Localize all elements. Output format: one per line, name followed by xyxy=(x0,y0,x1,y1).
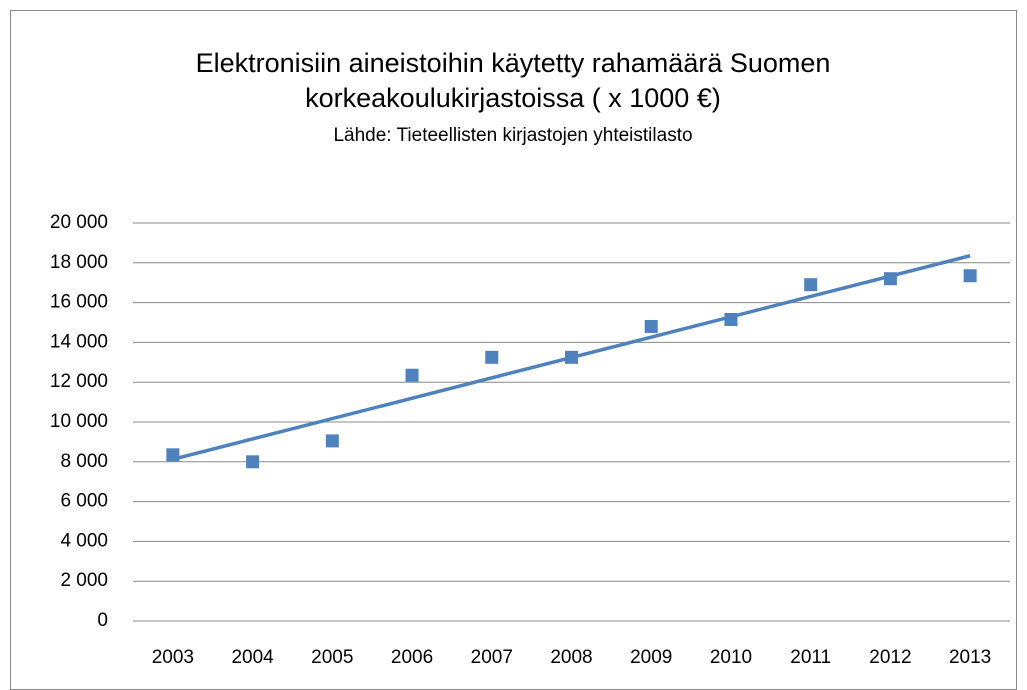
x-tick-label: 2009 xyxy=(630,647,672,668)
point xyxy=(565,350,578,364)
y-tick-label: 18 000 xyxy=(50,252,108,273)
x-tick-label: 2011 xyxy=(790,647,831,668)
x-tick-label: 2006 xyxy=(391,647,433,668)
point xyxy=(246,455,260,469)
chart-title: Elektronisiin aineistoihin käytetty raha… xyxy=(195,48,831,113)
y-tick-label: 12 000 xyxy=(50,371,108,392)
y-tick-label: 8 000 xyxy=(60,451,108,472)
x-tick-label: 2005 xyxy=(311,647,353,668)
x-tick-label: 2010 xyxy=(710,647,752,668)
x-tick-label: 2008 xyxy=(550,647,592,668)
page: Elektronisiin aineistoihin käytetty raha… xyxy=(10,10,1017,690)
x-tick-label: 2004 xyxy=(231,647,274,668)
y-tick-label: 4 000 xyxy=(60,530,108,551)
x-tick-label: 2007 xyxy=(471,647,513,668)
x-tick-label: 2012 xyxy=(869,647,911,668)
y-tick-label: 6 000 xyxy=(60,491,108,512)
point xyxy=(485,350,499,364)
point xyxy=(804,278,818,292)
point xyxy=(883,272,897,286)
y-tick-label: 10 000 xyxy=(50,411,108,432)
chart: 0 2 000 4 000 6 000 8 000 10 000 12 000 14 000 1… xyxy=(50,212,1010,668)
y-tick-label: 0 xyxy=(97,610,108,631)
point xyxy=(166,448,180,462)
chart-subtitle: Lähde: Tieteellisten kirjastojen yhteist… xyxy=(333,125,693,146)
x-tick-label: 2013 xyxy=(949,647,991,668)
y-tick-label: 16 000 xyxy=(50,292,108,313)
y-tick-label: 20 000 xyxy=(50,212,108,233)
y-tick-label: 2 000 xyxy=(60,570,108,591)
y-tick-label: 14 000 xyxy=(50,331,108,352)
x-tick-label: 2003 xyxy=(152,647,194,668)
point xyxy=(644,319,658,333)
point xyxy=(405,368,419,382)
point xyxy=(325,434,339,448)
point xyxy=(963,269,977,283)
point xyxy=(724,313,738,327)
